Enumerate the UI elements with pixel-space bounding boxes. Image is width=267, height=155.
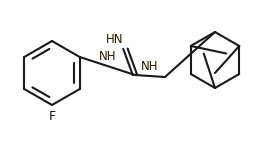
Text: F: F	[48, 110, 56, 123]
Text: NH: NH	[99, 50, 116, 63]
Text: NH: NH	[141, 60, 159, 73]
Text: HN: HN	[106, 33, 123, 46]
